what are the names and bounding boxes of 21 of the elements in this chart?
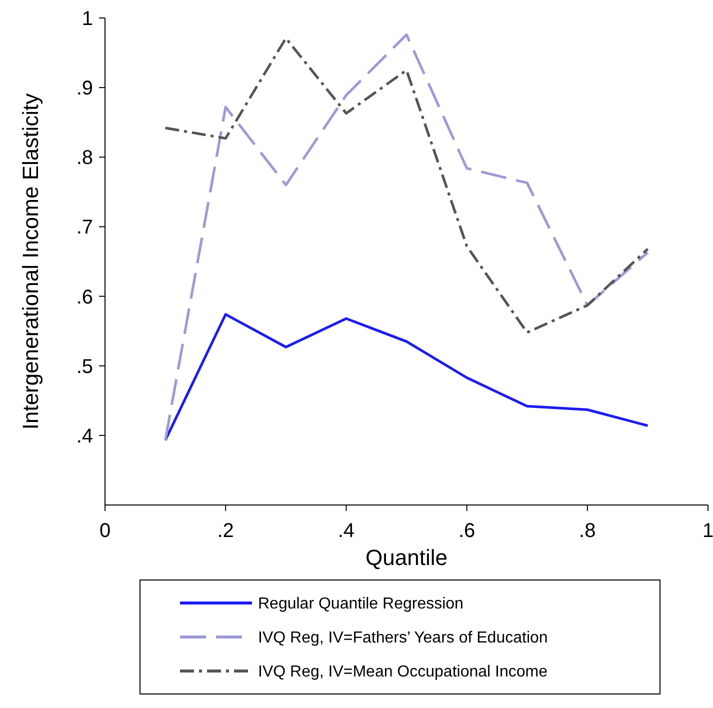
y-axis-title: Intergenerational Income Elasticity xyxy=(18,93,43,430)
legend-label: IVQ Reg, IV=Fathers’ Years of Education xyxy=(258,630,548,647)
x-tick-label: .4 xyxy=(338,520,355,542)
y-tick-label: .6 xyxy=(76,286,93,308)
line-series xyxy=(164,36,649,334)
line-series xyxy=(164,313,649,442)
y-tick-label: .7 xyxy=(76,216,93,239)
y-tick-label: 1 xyxy=(82,8,93,30)
line-series xyxy=(164,33,649,442)
x-tick-label: .8 xyxy=(579,520,596,542)
y-tick-label: .9 xyxy=(76,78,93,100)
y-tick-label: .5 xyxy=(76,356,93,378)
legend-label: Regular Quantile Regression xyxy=(258,596,464,613)
x-tick-label: .6 xyxy=(458,520,476,542)
x-tick-label: 1 xyxy=(702,520,713,542)
legend-label: IVQ Reg, IV=Mean Occupational Income xyxy=(258,664,548,681)
x-tick-label: 0 xyxy=(99,520,111,542)
y-tick-label: .4 xyxy=(76,425,93,448)
y-tick-label: .8 xyxy=(76,147,93,170)
x-tick-label: .2 xyxy=(217,520,234,542)
x-axis-title: Quantile xyxy=(366,545,448,570)
